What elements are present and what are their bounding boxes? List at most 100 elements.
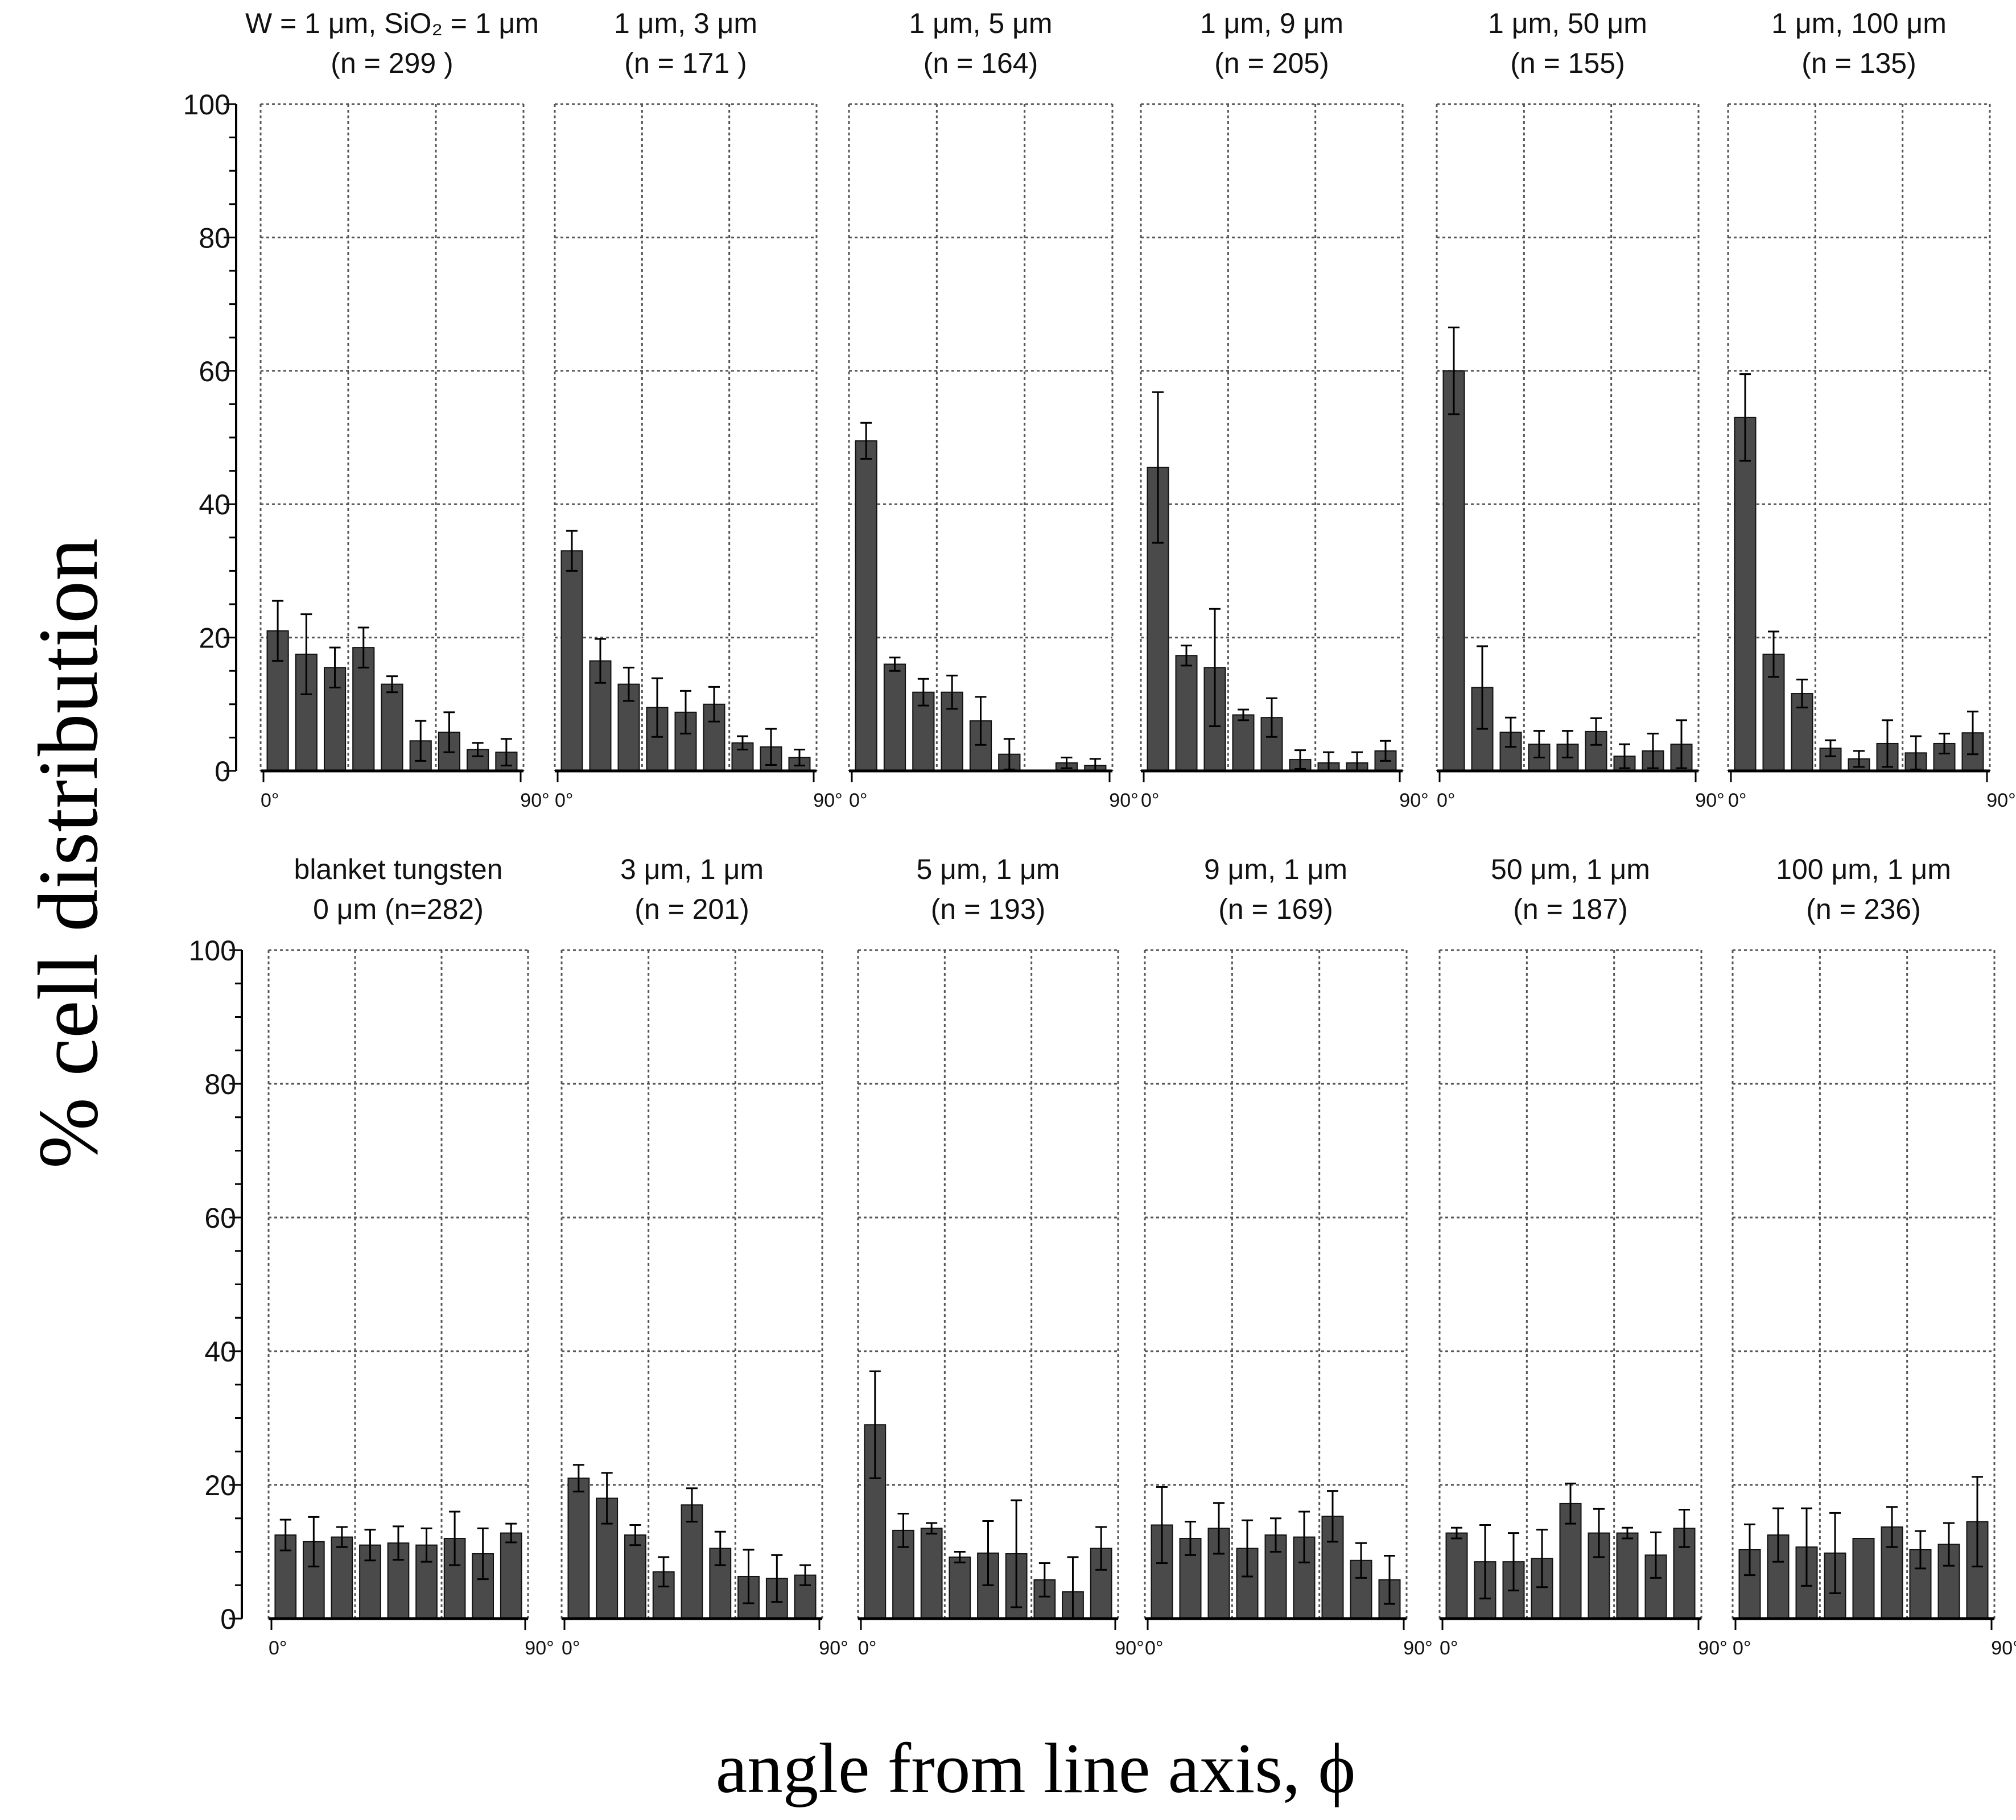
panel-subtitle: (n = 155) — [1510, 47, 1625, 79]
error-bar — [1768, 630, 1779, 678]
error-bar — [629, 1524, 641, 1546]
error-bar — [1266, 697, 1277, 738]
error-bar — [1679, 1508, 1690, 1548]
error-bar — [623, 666, 634, 702]
panel-subtitle: (n = 169) — [1218, 893, 1333, 925]
error-bar — [897, 1513, 909, 1548]
panel-grid — [267, 949, 529, 1619]
panel-title: blanket tungsten — [294, 853, 503, 885]
error-bar — [743, 1549, 755, 1604]
error-bar — [1619, 743, 1630, 769]
panel-3: 0° 90° 1 μm, 5 μm (n = 164) — [848, 7, 1139, 811]
bar — [331, 1536, 353, 1619]
error-bar — [1562, 730, 1573, 759]
bar — [560, 550, 583, 771]
error-bar — [946, 674, 958, 710]
x-tick-label-end: 90° — [819, 1637, 848, 1659]
panel-grid — [1436, 103, 1700, 771]
panel-grid — [560, 949, 823, 1619]
panel-grid — [1727, 103, 1991, 771]
error-bar — [1209, 608, 1221, 727]
panel-subtitle: (n = 299 ) — [331, 47, 453, 79]
error-bar — [1185, 1521, 1196, 1556]
x-tick-label-start: 0° — [849, 790, 868, 811]
panel-grid — [1731, 949, 1996, 1619]
error-bar — [799, 1564, 811, 1586]
y-tick-label: 0 — [215, 756, 230, 787]
error-bar — [680, 690, 691, 734]
bar — [883, 663, 906, 771]
error-bar — [1505, 716, 1516, 748]
error-bar — [1152, 391, 1164, 544]
error-bar — [1739, 373, 1751, 462]
error-bar — [472, 742, 484, 757]
error-bar — [1650, 1531, 1662, 1579]
error-bar — [765, 728, 777, 766]
error-bar — [982, 1520, 994, 1586]
panels-group: 0° 90°W = 1 μm, SiO₂ = 1 μm(n = 299 )0° 90… — [183, 7, 2016, 1659]
error-bar — [1943, 1522, 1955, 1567]
panel-title: 1 μm, 9 μm — [1200, 7, 1343, 39]
bar — [681, 1504, 703, 1619]
panel-title: 9 μm, 1 μm — [1204, 853, 1347, 885]
x-tick-label-start: 0° — [1440, 1637, 1458, 1659]
error-bar — [771, 1554, 783, 1603]
error-bar — [1298, 1511, 1310, 1563]
panel-6: 0° 90° 1 μm, 100 μm (n = 135) — [1727, 7, 2016, 811]
error-bar — [308, 1516, 320, 1567]
panel-11: 0° 90° 50 μm, 1 μm (n = 187) — [1438, 853, 1728, 1659]
panel-12: 0° 90° 100 μm, 1 μm (n = 236) — [1731, 853, 2016, 1659]
error-bar — [595, 638, 606, 684]
error-bar — [1593, 1508, 1605, 1558]
error-bar — [1238, 708, 1249, 721]
error-bar — [1533, 730, 1545, 759]
error-bar — [1676, 719, 1687, 769]
error-bar — [889, 657, 901, 672]
panel-subtitle: (n = 135) — [1801, 47, 1916, 79]
error-bar — [1967, 711, 1978, 756]
error-bar — [1384, 1555, 1395, 1605]
error-bar — [500, 738, 512, 767]
error-bar — [1355, 1542, 1367, 1579]
error-bar — [975, 696, 987, 746]
error-bar — [1011, 1499, 1023, 1608]
panel-grid — [554, 103, 818, 771]
error-bar — [1772, 1507, 1784, 1563]
y-tick-label: 80 — [204, 1068, 236, 1100]
error-bar — [1294, 749, 1306, 770]
error-bar — [1451, 1526, 1462, 1540]
error-bar — [794, 748, 805, 767]
panel-grid — [1144, 949, 1408, 1619]
error-bar — [1156, 1486, 1168, 1564]
error-bar — [300, 613, 312, 695]
y-axis-1: 0 20 40 60 80 100 — [183, 89, 237, 787]
y-tick-label: 40 — [204, 1336, 236, 1368]
error-bar — [869, 1370, 881, 1479]
panel-1: 0° 90° W = 1 μm, SiO₂ = 1 μm (n = 299 ) — [245, 7, 550, 811]
panel-title: 1 μm, 100 μm — [1771, 7, 1947, 39]
error-bar — [1242, 1519, 1253, 1578]
error-bar — [601, 1472, 613, 1525]
error-bar — [1477, 645, 1488, 730]
panel-title: 1 μm, 3 μm — [614, 7, 757, 39]
error-bar — [566, 530, 578, 572]
y-tick-label: 60 — [204, 1202, 236, 1234]
error-bar — [1647, 732, 1659, 769]
error-bar — [336, 1526, 348, 1548]
error-bar — [1915, 1530, 1926, 1570]
error-bar — [1801, 1507, 1812, 1587]
error-bar — [1095, 1526, 1107, 1571]
x-tick-label-end: 90° — [1698, 1637, 1727, 1659]
error-bar — [443, 711, 455, 753]
x-tick-label-start: 0° — [1141, 790, 1160, 811]
panel-subtitle: (n = 236) — [1806, 893, 1921, 925]
x-axis-label: angle from line axis, ϕ — [716, 1730, 1356, 1808]
error-bar — [1886, 1506, 1898, 1548]
error-bar — [272, 600, 284, 662]
y-tick-label: 100 — [189, 935, 236, 967]
error-bar — [708, 686, 720, 723]
error-bar — [1213, 1502, 1225, 1555]
panel-title: 1 μm, 50 μm — [1488, 7, 1647, 39]
bar — [855, 440, 877, 771]
panel-grid — [857, 949, 1119, 1619]
